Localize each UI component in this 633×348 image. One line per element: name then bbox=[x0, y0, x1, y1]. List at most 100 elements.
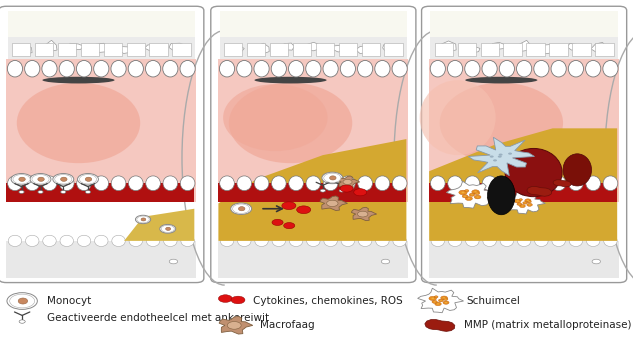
Ellipse shape bbox=[465, 61, 480, 77]
Circle shape bbox=[518, 204, 520, 205]
Polygon shape bbox=[351, 207, 377, 221]
Ellipse shape bbox=[289, 176, 303, 191]
Ellipse shape bbox=[112, 235, 125, 246]
Circle shape bbox=[522, 205, 523, 207]
Polygon shape bbox=[553, 180, 571, 187]
Ellipse shape bbox=[341, 176, 355, 191]
Ellipse shape bbox=[289, 61, 304, 77]
Ellipse shape bbox=[254, 176, 269, 191]
Ellipse shape bbox=[128, 176, 143, 191]
Ellipse shape bbox=[180, 61, 195, 77]
Polygon shape bbox=[356, 46, 372, 54]
Circle shape bbox=[437, 303, 439, 304]
Ellipse shape bbox=[271, 61, 286, 77]
Circle shape bbox=[461, 192, 465, 193]
Circle shape bbox=[297, 206, 311, 214]
Ellipse shape bbox=[237, 61, 252, 77]
Text: Cytokines, chemokines, ROS: Cytokines, chemokines, ROS bbox=[253, 296, 403, 306]
Circle shape bbox=[9, 294, 35, 308]
Polygon shape bbox=[254, 43, 269, 54]
Ellipse shape bbox=[94, 235, 108, 246]
Ellipse shape bbox=[272, 235, 285, 246]
Ellipse shape bbox=[59, 61, 74, 77]
Ellipse shape bbox=[482, 176, 497, 191]
Circle shape bbox=[466, 190, 468, 191]
Ellipse shape bbox=[25, 235, 39, 246]
Ellipse shape bbox=[77, 61, 92, 77]
Ellipse shape bbox=[237, 235, 251, 246]
Ellipse shape bbox=[180, 176, 195, 191]
Ellipse shape bbox=[163, 235, 177, 246]
Circle shape bbox=[508, 152, 512, 155]
Ellipse shape bbox=[129, 235, 142, 246]
Polygon shape bbox=[430, 37, 618, 59]
Ellipse shape bbox=[420, 80, 496, 155]
Ellipse shape bbox=[25, 61, 40, 77]
Ellipse shape bbox=[146, 61, 161, 77]
Circle shape bbox=[474, 195, 481, 199]
Circle shape bbox=[514, 199, 521, 203]
Circle shape bbox=[592, 259, 601, 264]
Ellipse shape bbox=[569, 235, 582, 246]
Circle shape bbox=[32, 175, 49, 184]
Circle shape bbox=[441, 296, 448, 300]
Polygon shape bbox=[435, 43, 453, 56]
Ellipse shape bbox=[603, 176, 618, 191]
Ellipse shape bbox=[229, 83, 352, 163]
Polygon shape bbox=[384, 43, 403, 56]
Polygon shape bbox=[172, 43, 191, 56]
Polygon shape bbox=[218, 59, 408, 202]
Circle shape bbox=[434, 301, 436, 302]
Ellipse shape bbox=[439, 83, 563, 163]
Circle shape bbox=[462, 195, 468, 198]
Polygon shape bbox=[35, 43, 53, 56]
Circle shape bbox=[445, 299, 446, 300]
Ellipse shape bbox=[77, 176, 91, 191]
Polygon shape bbox=[527, 43, 545, 56]
Ellipse shape bbox=[272, 176, 286, 191]
Polygon shape bbox=[361, 43, 380, 56]
Circle shape bbox=[445, 302, 447, 303]
Polygon shape bbox=[549, 43, 568, 56]
Polygon shape bbox=[339, 43, 357, 56]
Ellipse shape bbox=[505, 149, 562, 197]
Ellipse shape bbox=[220, 176, 234, 191]
Circle shape bbox=[284, 223, 295, 229]
Ellipse shape bbox=[254, 77, 327, 84]
Text: Monocyt: Monocyt bbox=[47, 296, 92, 306]
Circle shape bbox=[19, 190, 24, 193]
Ellipse shape bbox=[430, 61, 446, 77]
Ellipse shape bbox=[568, 61, 584, 77]
Circle shape bbox=[432, 298, 434, 299]
Ellipse shape bbox=[535, 235, 548, 246]
Ellipse shape bbox=[163, 176, 178, 191]
Circle shape bbox=[19, 320, 25, 323]
Ellipse shape bbox=[306, 235, 320, 246]
Ellipse shape bbox=[586, 176, 601, 191]
Circle shape bbox=[320, 189, 325, 192]
Ellipse shape bbox=[517, 235, 531, 246]
Ellipse shape bbox=[465, 176, 480, 191]
Circle shape bbox=[477, 196, 479, 198]
Circle shape bbox=[471, 194, 473, 195]
Ellipse shape bbox=[141, 218, 146, 221]
Ellipse shape bbox=[19, 177, 25, 181]
Polygon shape bbox=[591, 42, 606, 53]
Polygon shape bbox=[517, 40, 530, 51]
Circle shape bbox=[519, 199, 522, 200]
Polygon shape bbox=[169, 43, 187, 51]
Circle shape bbox=[490, 156, 494, 158]
Circle shape bbox=[61, 190, 66, 193]
Ellipse shape bbox=[324, 235, 337, 246]
Ellipse shape bbox=[85, 177, 92, 181]
Polygon shape bbox=[218, 241, 408, 278]
Circle shape bbox=[474, 191, 477, 192]
Polygon shape bbox=[425, 319, 455, 331]
Circle shape bbox=[465, 197, 472, 200]
Ellipse shape bbox=[60, 235, 73, 246]
Circle shape bbox=[529, 204, 530, 205]
Circle shape bbox=[343, 180, 352, 184]
Ellipse shape bbox=[146, 235, 160, 246]
Circle shape bbox=[11, 174, 32, 185]
Ellipse shape bbox=[465, 77, 537, 84]
